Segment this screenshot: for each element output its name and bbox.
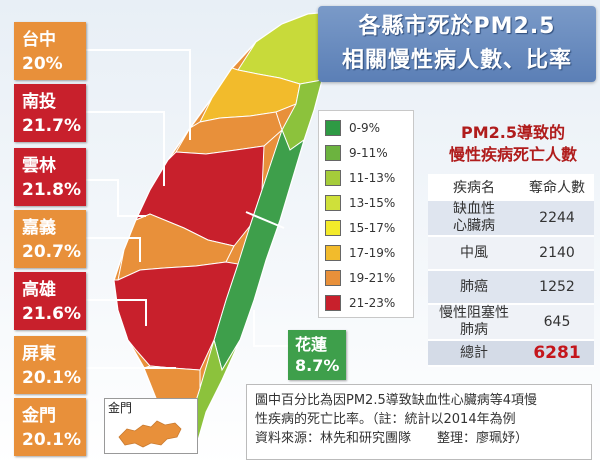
legend-label: 21-23% (349, 295, 396, 310)
county-name: 屏東 (22, 344, 56, 364)
legend-swatch (325, 269, 341, 286)
county-percent: 21.6% (22, 304, 81, 324)
county-label-hualien: 花蓮 8.7% (288, 330, 346, 380)
death-table: 疾病名 奪命人數 缺血性 心臟病 2244 中風 2140 肺癌 1252 慢性阻… (428, 174, 594, 367)
death-count: 2140 (520, 236, 594, 271)
legend: 0-9% 9-11% 11-13% 13-15% 15-17% 17-19% 1… (318, 110, 414, 318)
table-row: 慢性阻塞性 肺病 645 (428, 304, 594, 341)
map-title: 各縣市死於PM2.5 相關慢性病人數、比率 (318, 6, 596, 82)
table-row: 中風 2140 (428, 236, 594, 271)
disease-name-line1: 慢性阻塞性 (439, 305, 509, 321)
county-label-pingtung: 屏東 20.1% (14, 336, 86, 394)
county-label-chiayi: 嘉義 20.7% (14, 210, 86, 268)
county-name: 台中 (22, 30, 56, 50)
legend-item: 19-21% (325, 265, 407, 290)
death-count: 645 (520, 304, 594, 341)
legend-item: 17-19% (325, 240, 407, 265)
total-label: 總計 (428, 340, 520, 367)
legend-swatch (325, 219, 341, 236)
legend-swatch (325, 144, 341, 161)
header-deaths: 奪命人數 (520, 174, 594, 201)
table-title-line2: 慢性疾病死亡人數 (448, 145, 577, 164)
county-percent: 20.7% (22, 242, 81, 262)
disease-name-line1: 缺血性 (453, 201, 495, 217)
legend-label: 11-13% (349, 170, 396, 185)
total-value: 6281 (520, 340, 594, 367)
county-percent: 20% (22, 54, 63, 74)
legend-swatch (325, 119, 341, 136)
legend-label: 19-21% (349, 270, 396, 285)
legend-item: 21-23% (325, 290, 407, 315)
legend-item: 9-11% (325, 140, 407, 165)
legend-swatch (325, 169, 341, 186)
legend-label: 15-17% (349, 220, 396, 235)
county-label-nantou: 南投 21.7% (14, 84, 86, 142)
table-header-row: 疾病名 奪命人數 (428, 174, 594, 201)
table-row: 肺癌 1252 (428, 270, 594, 305)
legend-label: 0-9% (349, 120, 381, 135)
legend-swatch (325, 294, 341, 311)
table-title: PM2.5導致的 慢性疾病死亡人數 (428, 122, 598, 166)
county-name: 雲林 (22, 156, 56, 176)
county-name: 金門 (22, 406, 56, 426)
header-disease: 疾病名 (428, 174, 520, 201)
disease-name: 慢性阻塞性 肺病 (428, 304, 520, 341)
disease-name-line2: 肺病 (460, 322, 488, 338)
county-percent: 20.1% (22, 430, 81, 450)
county-percent: 8.7% (295, 356, 340, 375)
county-label-taichung: 台中 20% (14, 22, 86, 80)
legend-item: 11-13% (325, 165, 407, 190)
callout-lines (86, 49, 288, 369)
legend-label: 9-11% (349, 145, 388, 160)
county-name: 花蓮 (295, 335, 328, 354)
county-label-kaohsiung: 高雄 21.6% (14, 272, 86, 330)
county-percent: 21.7% (22, 116, 81, 136)
table-row: 缺血性 心臟病 2244 (428, 200, 594, 237)
legend-swatch (325, 244, 341, 261)
death-count: 2244 (520, 200, 594, 237)
footnote-line1: 圖中百分比為因PM2.5導致缺血性心臟病等4項慢 (255, 393, 538, 408)
disease-name-line2: 心臟病 (453, 218, 495, 234)
map-title-line2: 相關慢性病人數、比率 (341, 48, 572, 73)
map-title-line1: 各縣市死於PM2.5 (358, 14, 556, 39)
death-count: 1252 (520, 270, 594, 305)
disease-name: 缺血性 心臟病 (428, 200, 520, 237)
county-name: 嘉義 (22, 218, 56, 238)
disease-name: 中風 (428, 236, 520, 271)
table-total-row: 總計 6281 (428, 340, 594, 367)
county-label-yunlin: 雲林 21.8% (14, 148, 86, 206)
disease-name: 肺癌 (428, 270, 520, 305)
table-title-line1: PM2.5導致的 (461, 123, 565, 142)
county-percent: 21.8% (22, 180, 81, 200)
legend-label: 17-19% (349, 245, 396, 260)
footnote: 圖中百分比為因PM2.5導致缺血性心臟病等4項慢 性疾病的死亡比率。（註：統計以… (246, 384, 592, 460)
legend-item: 15-17% (325, 215, 407, 240)
county-percent: 20.1% (22, 368, 81, 388)
county-name: 高雄 (22, 280, 56, 300)
footnote-line3: 資料來源：林先和研究團隊 整理：廖珮妤） (255, 431, 529, 446)
county-label-kinmen: 金門 20.1% (14, 398, 86, 456)
kinmen-inset-label: 金門 (108, 401, 133, 415)
legend-item: 13-15% (325, 190, 407, 215)
kinmen-inset (104, 398, 198, 454)
legend-swatch (325, 194, 341, 211)
footnote-line2: 性疾病的死亡比率。（註：統計以2014年為例 (255, 412, 516, 427)
kinmen-island-shape (118, 420, 182, 448)
legend-item: 0-9% (325, 115, 407, 140)
region-kaohsiung (113, 261, 239, 371)
county-name: 南投 (22, 92, 56, 112)
legend-label: 13-15% (349, 195, 396, 210)
